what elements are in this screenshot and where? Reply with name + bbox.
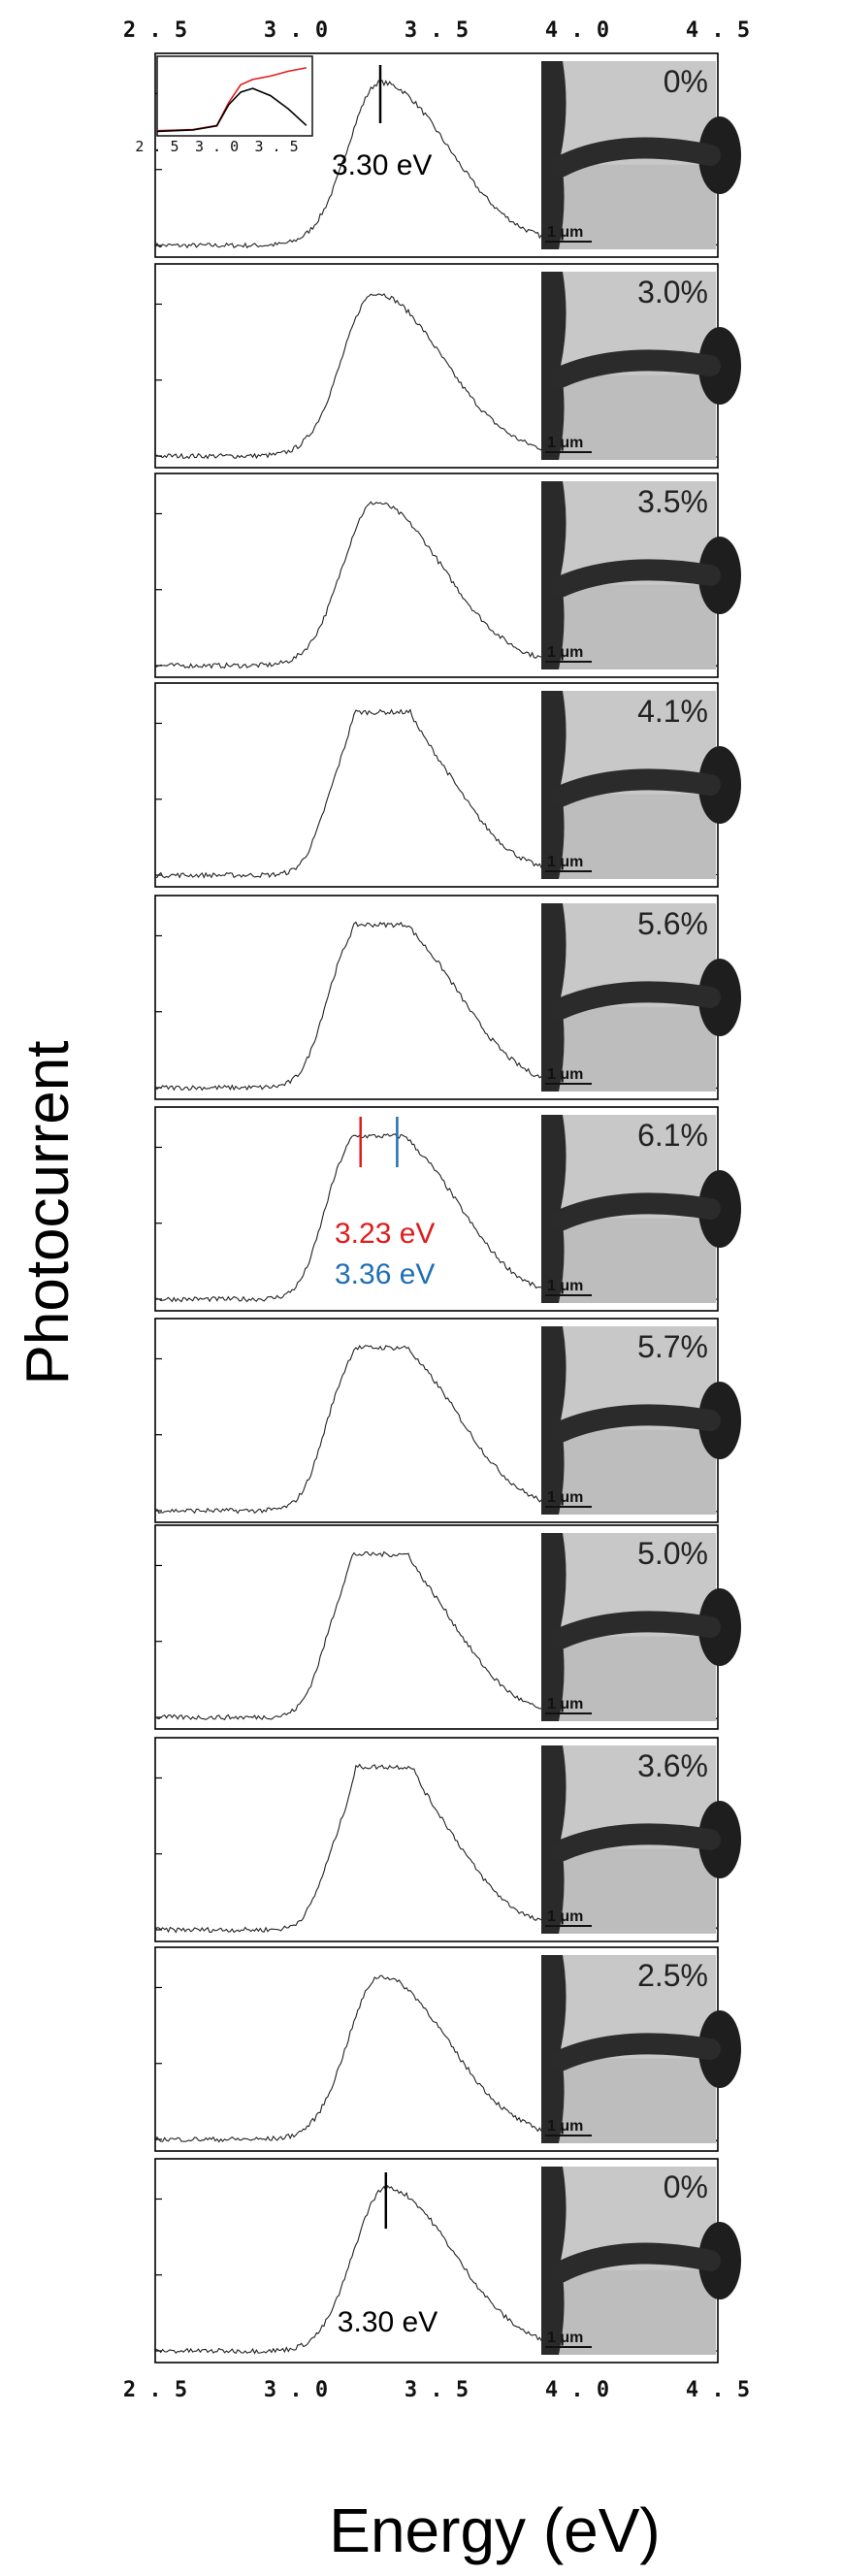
bottom-x-tick-labels: 2 . 5 3 . 0 3 . 5 4 . 0 4 . 5: [123, 2378, 750, 2402]
left-electrode: [541, 1745, 567, 1934]
panel-7: 5.7% 1 μm: [154, 1318, 741, 1523]
strain-label: 0%: [664, 64, 708, 99]
scale-bar-label: 1 μm: [547, 224, 583, 241]
top-x-tick-label: 4 . 0: [545, 18, 609, 43]
top-x-tick-labels: 2 . 5 3 . 0 3 . 5 4 . 0 4 . 5: [123, 18, 750, 43]
bottom-x-tick-label: 4 . 0: [545, 2378, 609, 2402]
panel-8: 5.0% 1 μm: [154, 1524, 741, 1730]
scale-bar-label: 1 μm: [547, 1066, 583, 1083]
inset-x-tick-label: 2 . 5: [135, 138, 178, 155]
peak-annotation: 3.23 eV: [335, 1218, 435, 1250]
panel-2: 3.0% 1 μm: [154, 263, 741, 469]
scale-bar-label: 1 μm: [547, 644, 583, 661]
panel-3: 3.5% 1 μm: [154, 473, 741, 678]
tem-image: 3.6% 1 μm: [541, 1745, 741, 1934]
nanowire: [550, 1404, 721, 1443]
strain-label: 5.0%: [637, 1536, 708, 1571]
scale-bar-label: 1 μm: [547, 435, 583, 451]
left-electrode: [541, 1955, 567, 2143]
panel-1: 0% 1 μm 3.30 eV: [154, 52, 741, 258]
panel-9: 3.6% 1 μm: [154, 1737, 741, 1942]
panel-6: 6.1% 1 μm 3.23 eV 3.36 eV: [154, 1106, 741, 1312]
peak-annotation: 3.30 eV: [338, 2306, 437, 2338]
scale-bar-label: 1 μm: [547, 1278, 583, 1294]
nanowire: [550, 559, 721, 598]
bottom-x-tick-label: 3 . 5: [405, 2378, 469, 2402]
nanowire: [550, 981, 721, 1020]
x-axis-title: Energy (eV): [329, 2495, 660, 2565]
tem-image: 3.0% 1 μm: [541, 272, 741, 460]
inset-x-tick-label: 3 . 0: [195, 138, 239, 155]
panel-5: 5.6% 1 μm: [154, 895, 741, 1100]
top-x-tick-label: 2 . 5: [123, 18, 187, 43]
strain-label: 3.6%: [637, 1748, 708, 1783]
nanowire: [550, 1611, 721, 1649]
panel-11: 0% 1 μm 3.30 eV: [154, 2158, 741, 2364]
left-electrode: [541, 1533, 567, 1721]
nanowire: [550, 1192, 721, 1231]
left-electrode: [541, 272, 567, 460]
strain-label: 3.5%: [637, 484, 708, 519]
tem-image: 6.1% 1 μm: [541, 1115, 741, 1303]
inset-frame: [156, 55, 313, 137]
strain-label: 6.1%: [637, 1118, 708, 1153]
scale-bar-label: 1 μm: [547, 854, 583, 870]
panel-4: 4.1% 1 μm: [154, 682, 741, 888]
scale-bar-label: 1 μm: [547, 2118, 583, 2135]
scale-bar-label: 1 μm: [547, 1489, 583, 1506]
tem-image: 5.7% 1 μm: [541, 1326, 741, 1515]
peak-annotation: 3.36 eV: [335, 1258, 435, 1290]
strain-label: 0%: [664, 2169, 708, 2204]
strain-label: 3.0%: [637, 275, 708, 310]
tem-image: 5.6% 1 μm: [541, 903, 741, 1092]
left-electrode: [541, 61, 567, 249]
bottom-x-tick-label: 2 . 5: [123, 2378, 187, 2402]
strain-label: 5.6%: [637, 906, 708, 941]
tem-image: 0% 1 μm: [541, 2167, 741, 2355]
inset-series-2: [156, 87, 308, 133]
nanowire: [550, 2242, 721, 2283]
tem-image: 3.5% 1 μm: [541, 481, 741, 669]
left-electrode: [541, 691, 567, 879]
absorption-inset: 2 . 5 3 . 0 3 . 5: [135, 55, 313, 155]
nanowire: [550, 2033, 721, 2071]
scale-bar-label: 1 μm: [547, 2330, 583, 2346]
top-x-tick-label: 3 . 0: [264, 18, 328, 43]
tem-image: 4.1% 1 μm: [541, 691, 741, 879]
inset-x-tick-label: 3 . 5: [254, 138, 298, 155]
scale-bar-label: 1 μm: [547, 1696, 583, 1712]
strain-label: 4.1%: [637, 694, 708, 729]
left-electrode: [541, 481, 567, 669]
left-electrode: [541, 903, 567, 1092]
nanowire: [550, 349, 721, 388]
bottom-x-tick-label: 4 . 5: [686, 2378, 750, 2402]
strain-label: 2.5%: [637, 1958, 708, 1993]
scale-bar-label: 1 μm: [547, 1908, 583, 1925]
bottom-x-tick-label: 3 . 0: [264, 2378, 328, 2402]
tem-image: 2.5% 1 μm: [541, 1955, 741, 2143]
peak-annotation: 3.30 eV: [332, 149, 432, 181]
tem-image: 0% 1 μm: [541, 61, 741, 249]
left-electrode: [541, 1326, 567, 1515]
top-x-tick-label: 3 . 5: [405, 18, 469, 43]
top-x-tick-label: 4 . 5: [686, 18, 750, 43]
nanowire: [550, 768, 721, 807]
y-axis-title: Photocurrent: [15, 1041, 81, 1386]
left-electrode: [541, 2167, 567, 2355]
left-electrode: [541, 1115, 567, 1303]
strain-label: 5.7%: [637, 1329, 708, 1364]
panels-group: 0%1 μm3.30 eV3.0%1 μm3.5%1 μm4.1%1 μm5.6…: [135, 52, 741, 2364]
tem-image: 5.0% 1 μm: [541, 1533, 741, 1721]
panel-10: 2.5% 1 μm: [154, 1946, 741, 2152]
nanowire: [550, 137, 721, 178]
nanowire: [550, 1823, 721, 1862]
